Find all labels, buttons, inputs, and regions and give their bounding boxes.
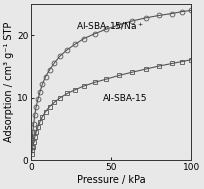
Text: Al-SBA-15/Na$^+$: Al-SBA-15/Na$^+$ [76,21,144,32]
X-axis label: Pressure / kPa: Pressure / kPa [77,175,145,185]
Y-axis label: Adsorption / cm³ g⁻¹ STP: Adsorption / cm³ g⁻¹ STP [4,22,14,142]
Text: Al-SBA-15: Al-SBA-15 [103,94,148,103]
